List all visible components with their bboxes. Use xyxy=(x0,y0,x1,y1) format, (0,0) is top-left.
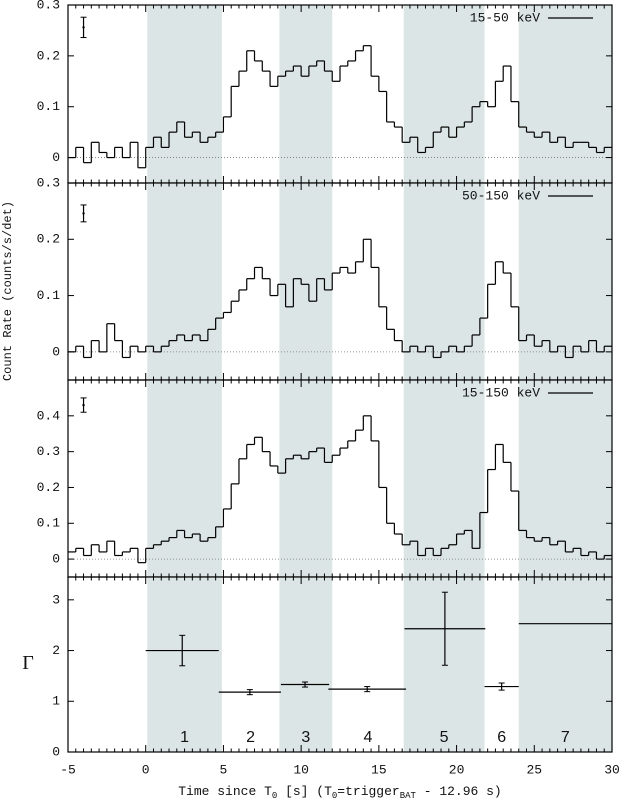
interval-label: 6 xyxy=(497,729,506,746)
x-tick-label: 0 xyxy=(142,762,150,777)
y-tick-label: 0.1 xyxy=(37,516,61,531)
panel: 15-150 keV 0 0.1 0.2 0.3 0.4 xyxy=(37,379,613,578)
interval-label: 1 xyxy=(180,729,189,746)
x-axis-label-part: 0 xyxy=(272,791,277,801)
interval-shade xyxy=(403,5,485,183)
panel: 15-50 keV 0 0.1 0.2 0.3 xyxy=(37,0,613,184)
y-tick-label: 0 xyxy=(52,344,60,359)
x-tick-label: -5 xyxy=(60,762,76,777)
interval-label: 3 xyxy=(301,729,310,746)
interval-shade xyxy=(403,577,485,752)
y-tick-label: 0 xyxy=(52,150,60,165)
interval-shade xyxy=(279,577,333,752)
typical-error-point xyxy=(82,212,85,215)
legend-label: 50-150 keV xyxy=(462,188,540,203)
interval-label: 7 xyxy=(561,729,570,746)
interval-label: 4 xyxy=(364,729,373,746)
y-tick-label: 1 xyxy=(52,694,60,709)
interval-shade xyxy=(518,577,612,752)
interval-shade xyxy=(279,183,333,380)
y-tick-label: 0.2 xyxy=(37,480,60,495)
interval-shade xyxy=(147,380,222,577)
y-axis-label: Γ xyxy=(22,652,34,674)
legend-label: 15-150 keV xyxy=(462,385,540,400)
interval-shade xyxy=(403,183,485,380)
x-tick-label: 15 xyxy=(371,762,387,777)
x-axis-label-part: - 12.96 s) xyxy=(416,784,502,799)
x-tick-label: 25 xyxy=(526,762,542,777)
interval-label: 5 xyxy=(440,729,449,746)
interval-label: 2 xyxy=(246,729,255,746)
y-tick-label: 0.1 xyxy=(37,99,61,114)
y-tick-label: 0.2 xyxy=(37,48,60,63)
x-axis-label-part: [s] (T xyxy=(277,784,332,799)
x-tick-label: 10 xyxy=(293,762,309,777)
y-tick-label: 0.3 xyxy=(37,0,60,12)
y-tick-label: 3 xyxy=(52,592,60,607)
y-tick-label: 0.2 xyxy=(37,232,60,247)
x-tick-label: 5 xyxy=(220,762,228,777)
interval-shade xyxy=(518,5,612,183)
interval-shade xyxy=(279,380,333,577)
y-tick-label: 0 xyxy=(52,744,60,759)
interval-shade xyxy=(279,5,333,183)
y-tick-label: 0.1 xyxy=(37,288,61,303)
interval-shade xyxy=(147,183,222,380)
y-tick-label: 0.3 xyxy=(37,444,60,459)
interval-shade xyxy=(147,5,222,183)
typical-error-point xyxy=(82,403,85,407)
y-tick-label: 0 xyxy=(52,552,60,567)
x-axis-label-part: =trigger xyxy=(337,784,399,799)
interval-shade xyxy=(147,577,222,752)
y-axis-label: Count Rate (counts/s/det) xyxy=(1,201,15,381)
panel: 50-150 keV 0 0.1 0.2 0.3 Count Rate (counts/s… xyxy=(1,175,613,381)
typical-error-point xyxy=(82,26,85,29)
y-tick-label: 2 xyxy=(52,643,60,658)
x-axis-label-part: Time since T xyxy=(178,784,272,799)
x-tick-label: 30 xyxy=(604,762,620,777)
x-axis-label-part: BAT xyxy=(400,791,417,801)
y-tick-label: 0.4 xyxy=(37,408,61,423)
x-tick-label: 20 xyxy=(449,762,465,777)
legend-label: 15-50 keV xyxy=(470,10,540,25)
x-axis-label: Time since T0 [s] (T0=triggerBAT - 12.96… xyxy=(178,784,502,801)
x-axis-label-part: 0 xyxy=(332,791,337,801)
y-tick-label: 0.3 xyxy=(37,175,60,190)
